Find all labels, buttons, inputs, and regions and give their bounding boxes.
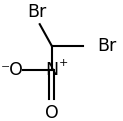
Text: +: + [59,58,69,68]
Text: Br: Br [97,37,116,55]
Text: ⁻O: ⁻O [0,61,23,79]
Text: N: N [45,61,58,79]
Text: O: O [45,104,59,121]
Text: Br: Br [27,3,46,21]
